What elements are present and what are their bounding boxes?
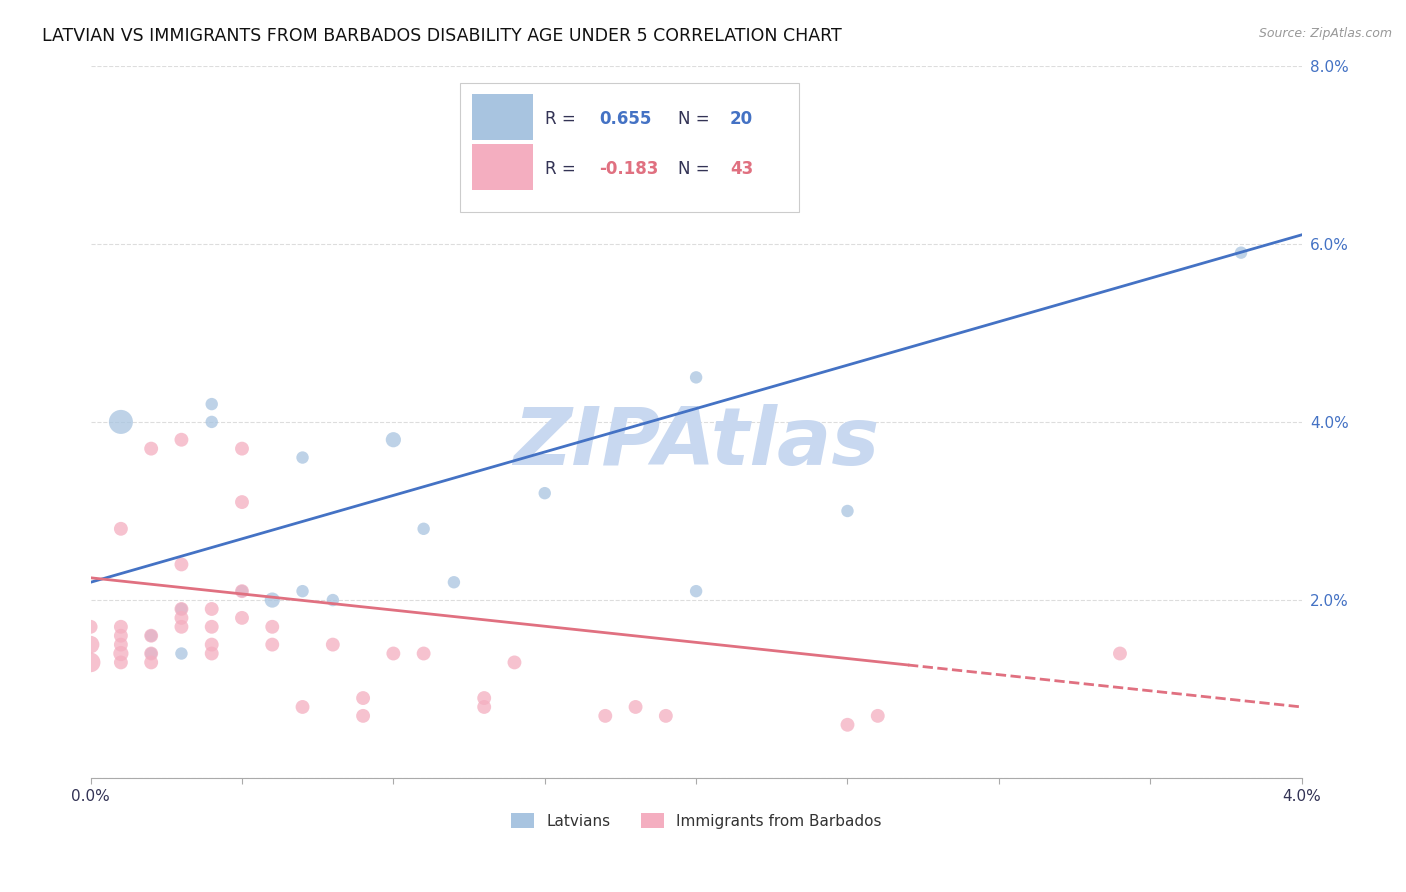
Point — [322, 593, 344, 607]
Point — [291, 700, 314, 714]
Text: R =: R = — [544, 160, 581, 178]
Text: ZIPAtlas: ZIPAtlas — [513, 404, 879, 483]
Text: -0.183: -0.183 — [599, 160, 658, 178]
Point — [110, 620, 132, 634]
Point — [685, 584, 707, 599]
Point — [201, 602, 224, 616]
Point — [201, 620, 224, 634]
Point — [262, 638, 284, 652]
Point — [382, 647, 405, 661]
Point — [141, 629, 163, 643]
Text: Source: ZipAtlas.com: Source: ZipAtlas.com — [1258, 27, 1392, 40]
FancyBboxPatch shape — [472, 94, 533, 140]
Point — [79, 656, 101, 670]
Point — [472, 691, 495, 706]
Point — [231, 584, 253, 599]
FancyBboxPatch shape — [460, 84, 799, 211]
Point — [141, 647, 163, 661]
Point — [837, 718, 859, 732]
Point — [170, 602, 193, 616]
Point — [231, 495, 253, 509]
Point — [110, 656, 132, 670]
Point — [291, 584, 314, 599]
Text: N =: N = — [678, 160, 714, 178]
Point — [110, 415, 132, 429]
Point — [382, 433, 405, 447]
Point — [79, 620, 101, 634]
Point — [141, 656, 163, 670]
Point — [141, 647, 163, 661]
Point — [110, 629, 132, 643]
Point — [262, 620, 284, 634]
Point — [170, 433, 193, 447]
Legend: Latvians, Immigrants from Barbados: Latvians, Immigrants from Barbados — [505, 806, 887, 835]
Text: LATVIAN VS IMMIGRANTS FROM BARBADOS DISABILITY AGE UNDER 5 CORRELATION CHART: LATVIAN VS IMMIGRANTS FROM BARBADOS DISA… — [42, 27, 842, 45]
Point — [443, 575, 465, 590]
Point — [595, 709, 617, 723]
Point — [352, 691, 374, 706]
Text: 43: 43 — [730, 160, 754, 178]
Point — [170, 558, 193, 572]
FancyBboxPatch shape — [472, 144, 533, 190]
Point — [110, 638, 132, 652]
Point — [624, 700, 647, 714]
Point — [79, 638, 101, 652]
Point — [352, 709, 374, 723]
Text: N =: N = — [678, 110, 714, 128]
Point — [201, 415, 224, 429]
Point — [533, 486, 555, 500]
Point — [170, 620, 193, 634]
Point — [412, 647, 434, 661]
Point — [322, 638, 344, 652]
Point — [141, 442, 163, 456]
Point — [837, 504, 859, 518]
Point — [1109, 647, 1132, 661]
Point — [170, 602, 193, 616]
Point — [503, 656, 526, 670]
Point — [141, 629, 163, 643]
Point — [291, 450, 314, 465]
Text: R =: R = — [544, 110, 581, 128]
Point — [262, 593, 284, 607]
Point — [170, 611, 193, 625]
Text: 0.655: 0.655 — [599, 110, 651, 128]
Point — [655, 709, 678, 723]
Point — [110, 647, 132, 661]
Point — [472, 700, 495, 714]
Point — [231, 611, 253, 625]
Point — [110, 522, 132, 536]
Text: 20: 20 — [730, 110, 754, 128]
Point — [201, 647, 224, 661]
Point — [201, 397, 224, 411]
Point — [412, 522, 434, 536]
Point — [685, 370, 707, 384]
Point — [231, 442, 253, 456]
Point — [201, 638, 224, 652]
Point — [1230, 245, 1253, 260]
Point — [231, 584, 253, 599]
Point — [866, 709, 889, 723]
Point — [170, 647, 193, 661]
